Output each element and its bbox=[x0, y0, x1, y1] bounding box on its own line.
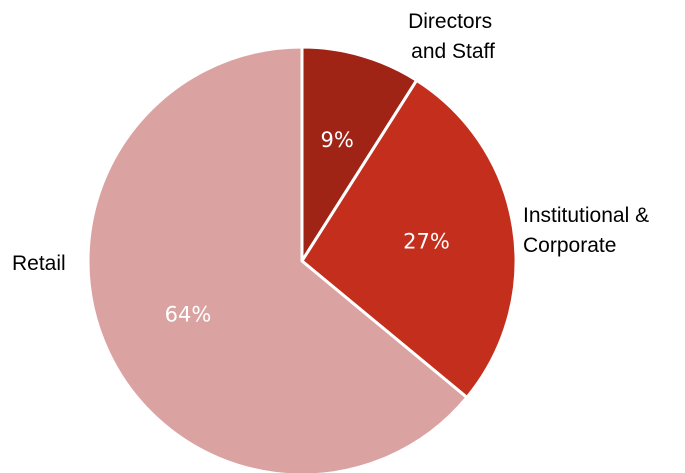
slice-label-retail: Retail bbox=[12, 252, 66, 275]
slice-label-directors-line-2: and Staff bbox=[411, 40, 495, 63]
slice-label-directors-and-staff: Directors and Staff bbox=[408, 10, 498, 63]
slice-label-institutional-line-1: Institutional & bbox=[523, 204, 649, 227]
pie-slice-directors-and-staff bbox=[300, 45, 419, 263]
pie-value-labels: 9% 27% 64% bbox=[165, 128, 450, 327]
pie-slices bbox=[86, 45, 518, 473]
pie-value-label-retail: 64% bbox=[165, 303, 212, 327]
slice-label-institutional-and-corporate: Institutional & Corporate bbox=[523, 204, 655, 257]
pie-slice-institutional-corporate bbox=[300, 78, 518, 399]
slice-label-directors-line-1: Directors bbox=[408, 10, 492, 33]
slice-label-institutional-line-2: Corporate bbox=[523, 234, 616, 257]
pie-value-label-institutional-corporate: 27% bbox=[403, 229, 450, 253]
pie-slice-retail bbox=[86, 45, 469, 473]
slice-label-retail-line-1: Retail bbox=[12, 252, 66, 275]
pie-value-label-directors-and-staff: 9% bbox=[320, 128, 353, 152]
